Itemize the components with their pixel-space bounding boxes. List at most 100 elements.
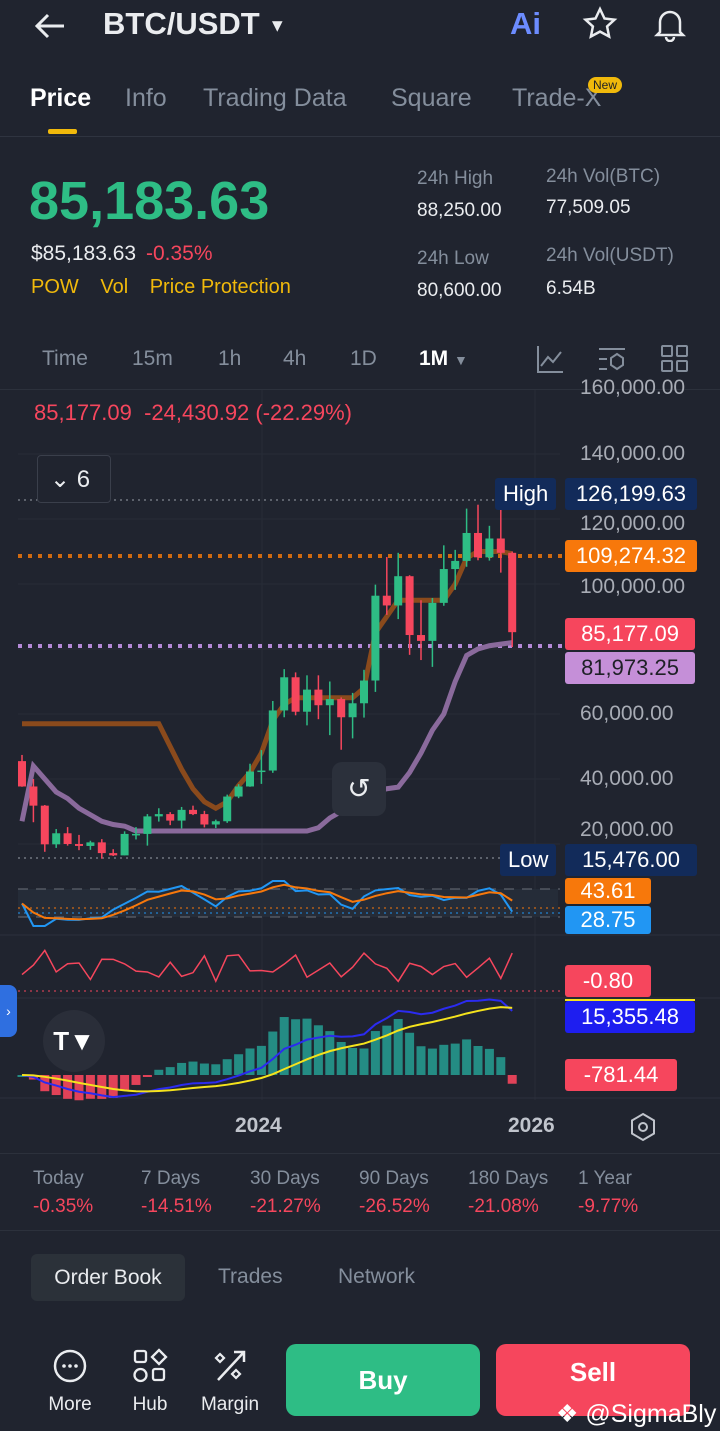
y-tick: 140,000.00 (580, 442, 686, 465)
candle-body (405, 576, 414, 636)
chevron-down-icon: ▼ (268, 15, 287, 36)
timeframe-1d[interactable]: 1D (350, 347, 377, 370)
indicator-icon[interactable] (535, 344, 565, 374)
macd-hist-bar (279, 1017, 289, 1075)
candle-body (86, 842, 95, 846)
tab-trading-data[interactable]: Trading Data (203, 84, 347, 112)
chart-config-icon[interactable] (627, 1111, 659, 1143)
margin-button[interactable]: Margin (198, 1348, 262, 1416)
macd-hist-bar (177, 1062, 187, 1075)
low-tag-value: 15,476.00 (565, 844, 697, 876)
macd-hist-bar (131, 1075, 141, 1085)
margin-label: Margin (200, 1394, 260, 1415)
macd-hist-bar (450, 1043, 460, 1075)
macd-line (21, 998, 513, 1099)
tab-network[interactable]: Network (338, 1265, 416, 1288)
candle-body (382, 595, 391, 606)
tab-info[interactable]: Info (125, 84, 167, 112)
tab-square[interactable]: Square (391, 84, 472, 112)
candle-body (18, 761, 26, 787)
tag-vol[interactable]: Vol (100, 276, 129, 298)
macd-line-marker (565, 999, 695, 1001)
tab-price[interactable]: Price (30, 84, 92, 112)
margin-icon (214, 1350, 246, 1381)
macd-hist-bar (291, 1019, 301, 1075)
high-tag-label: High (495, 478, 557, 510)
hub-button[interactable]: Hub (128, 1348, 172, 1416)
back-button[interactable] (32, 8, 68, 44)
high-tag-value: 126,199.63 (565, 478, 697, 510)
candle-body (462, 532, 471, 561)
candle-body (280, 677, 289, 711)
red-indicator-line (21, 949, 513, 983)
timeframe-15m[interactable]: 15m (132, 347, 173, 370)
candle-body (496, 538, 505, 553)
period-7d: 7 Days -14.51% (141, 1168, 212, 1217)
y-tick: 160,000.00 (580, 376, 686, 399)
candle-body (29, 786, 38, 806)
back-arrow-icon (34, 13, 64, 39)
candle-body (485, 538, 494, 558)
candle-body (234, 786, 243, 797)
chevron-down-icon: ▼ (454, 352, 468, 368)
vol-btc-value: 77,509.05 (546, 197, 631, 218)
period-1y: 1 Year -9.77% (578, 1168, 639, 1217)
macd-hist-bar (268, 1031, 278, 1075)
side-panel-handle[interactable]: › (0, 985, 17, 1037)
tab-order-book[interactable]: Order Book (31, 1254, 185, 1301)
macd-hist-bar (382, 1025, 392, 1075)
macd-hist-bar (405, 1032, 415, 1075)
macd-hist-bar (108, 1075, 118, 1098)
pair-selector[interactable]: BTC/USDT ▼ (103, 6, 286, 42)
macd-hist-bar (427, 1048, 437, 1075)
candle-body (314, 689, 323, 706)
indicator-toggle[interactable]: ⌄ 6 (37, 455, 111, 503)
period-today: Today -0.35% (33, 1168, 94, 1217)
star-icon[interactable] (582, 6, 618, 42)
bell-icon[interactable] (652, 6, 688, 42)
candle-body (257, 770, 266, 773)
macd-hist-bar (370, 1031, 380, 1075)
pair-title: BTC/USDT (103, 6, 260, 41)
tag-pow[interactable]: POW (31, 276, 79, 298)
macd-line-tag: 15,355.48 (565, 1001, 695, 1033)
chart-settings-icon[interactable] (597, 344, 627, 374)
tab-trades[interactable]: Trades (218, 1265, 283, 1288)
candle-body (439, 569, 448, 603)
low-value: 80,600.00 (417, 280, 502, 301)
candle-body (246, 771, 254, 787)
candle-body (52, 833, 61, 845)
candlestick-chart[interactable] (0, 0, 720, 1150)
sell-button[interactable]: Sell (496, 1344, 690, 1416)
ai-button[interactable]: Ai (510, 6, 541, 41)
candle-body (508, 552, 517, 633)
purple-trend-line (19, 640, 513, 834)
tag-price-protection[interactable]: Price Protection (149, 276, 291, 298)
candle-body (417, 635, 425, 641)
more-button[interactable]: More (46, 1348, 94, 1416)
candle-body (97, 842, 106, 854)
watermark-text: @SigmaBly (585, 1400, 717, 1428)
reset-chart-button[interactable]: ↺ (332, 762, 386, 816)
last-price-tag: 85,177.09 (565, 618, 695, 650)
tab-trade-x[interactable]: Trade-X (512, 84, 602, 112)
buy-button[interactable]: Buy (286, 1344, 480, 1416)
chart-area[interactable] (0, 0, 720, 1150)
timeframe-1m[interactable]: 1M ▼ (419, 347, 468, 371)
high-label: 24h High (417, 168, 494, 189)
macd-signal-line (21, 1006, 513, 1093)
candle-body (337, 699, 346, 718)
timeframe-1h[interactable]: 1h (218, 347, 242, 370)
osc-orange-line (21, 883, 513, 921)
macd-hist-bar (302, 1018, 312, 1075)
candle-body (474, 532, 482, 558)
layout-grid-icon[interactable] (660, 344, 690, 374)
candle-body (211, 821, 220, 825)
more-icon (53, 1349, 87, 1383)
candle-body (40, 805, 49, 845)
x-tick: 2024 (235, 1114, 282, 1137)
candle-body (325, 699, 334, 706)
timeframe-4h[interactable]: 4h (283, 347, 307, 370)
more-label: More (48, 1394, 92, 1415)
timeframe-time[interactable]: Time (42, 347, 88, 370)
